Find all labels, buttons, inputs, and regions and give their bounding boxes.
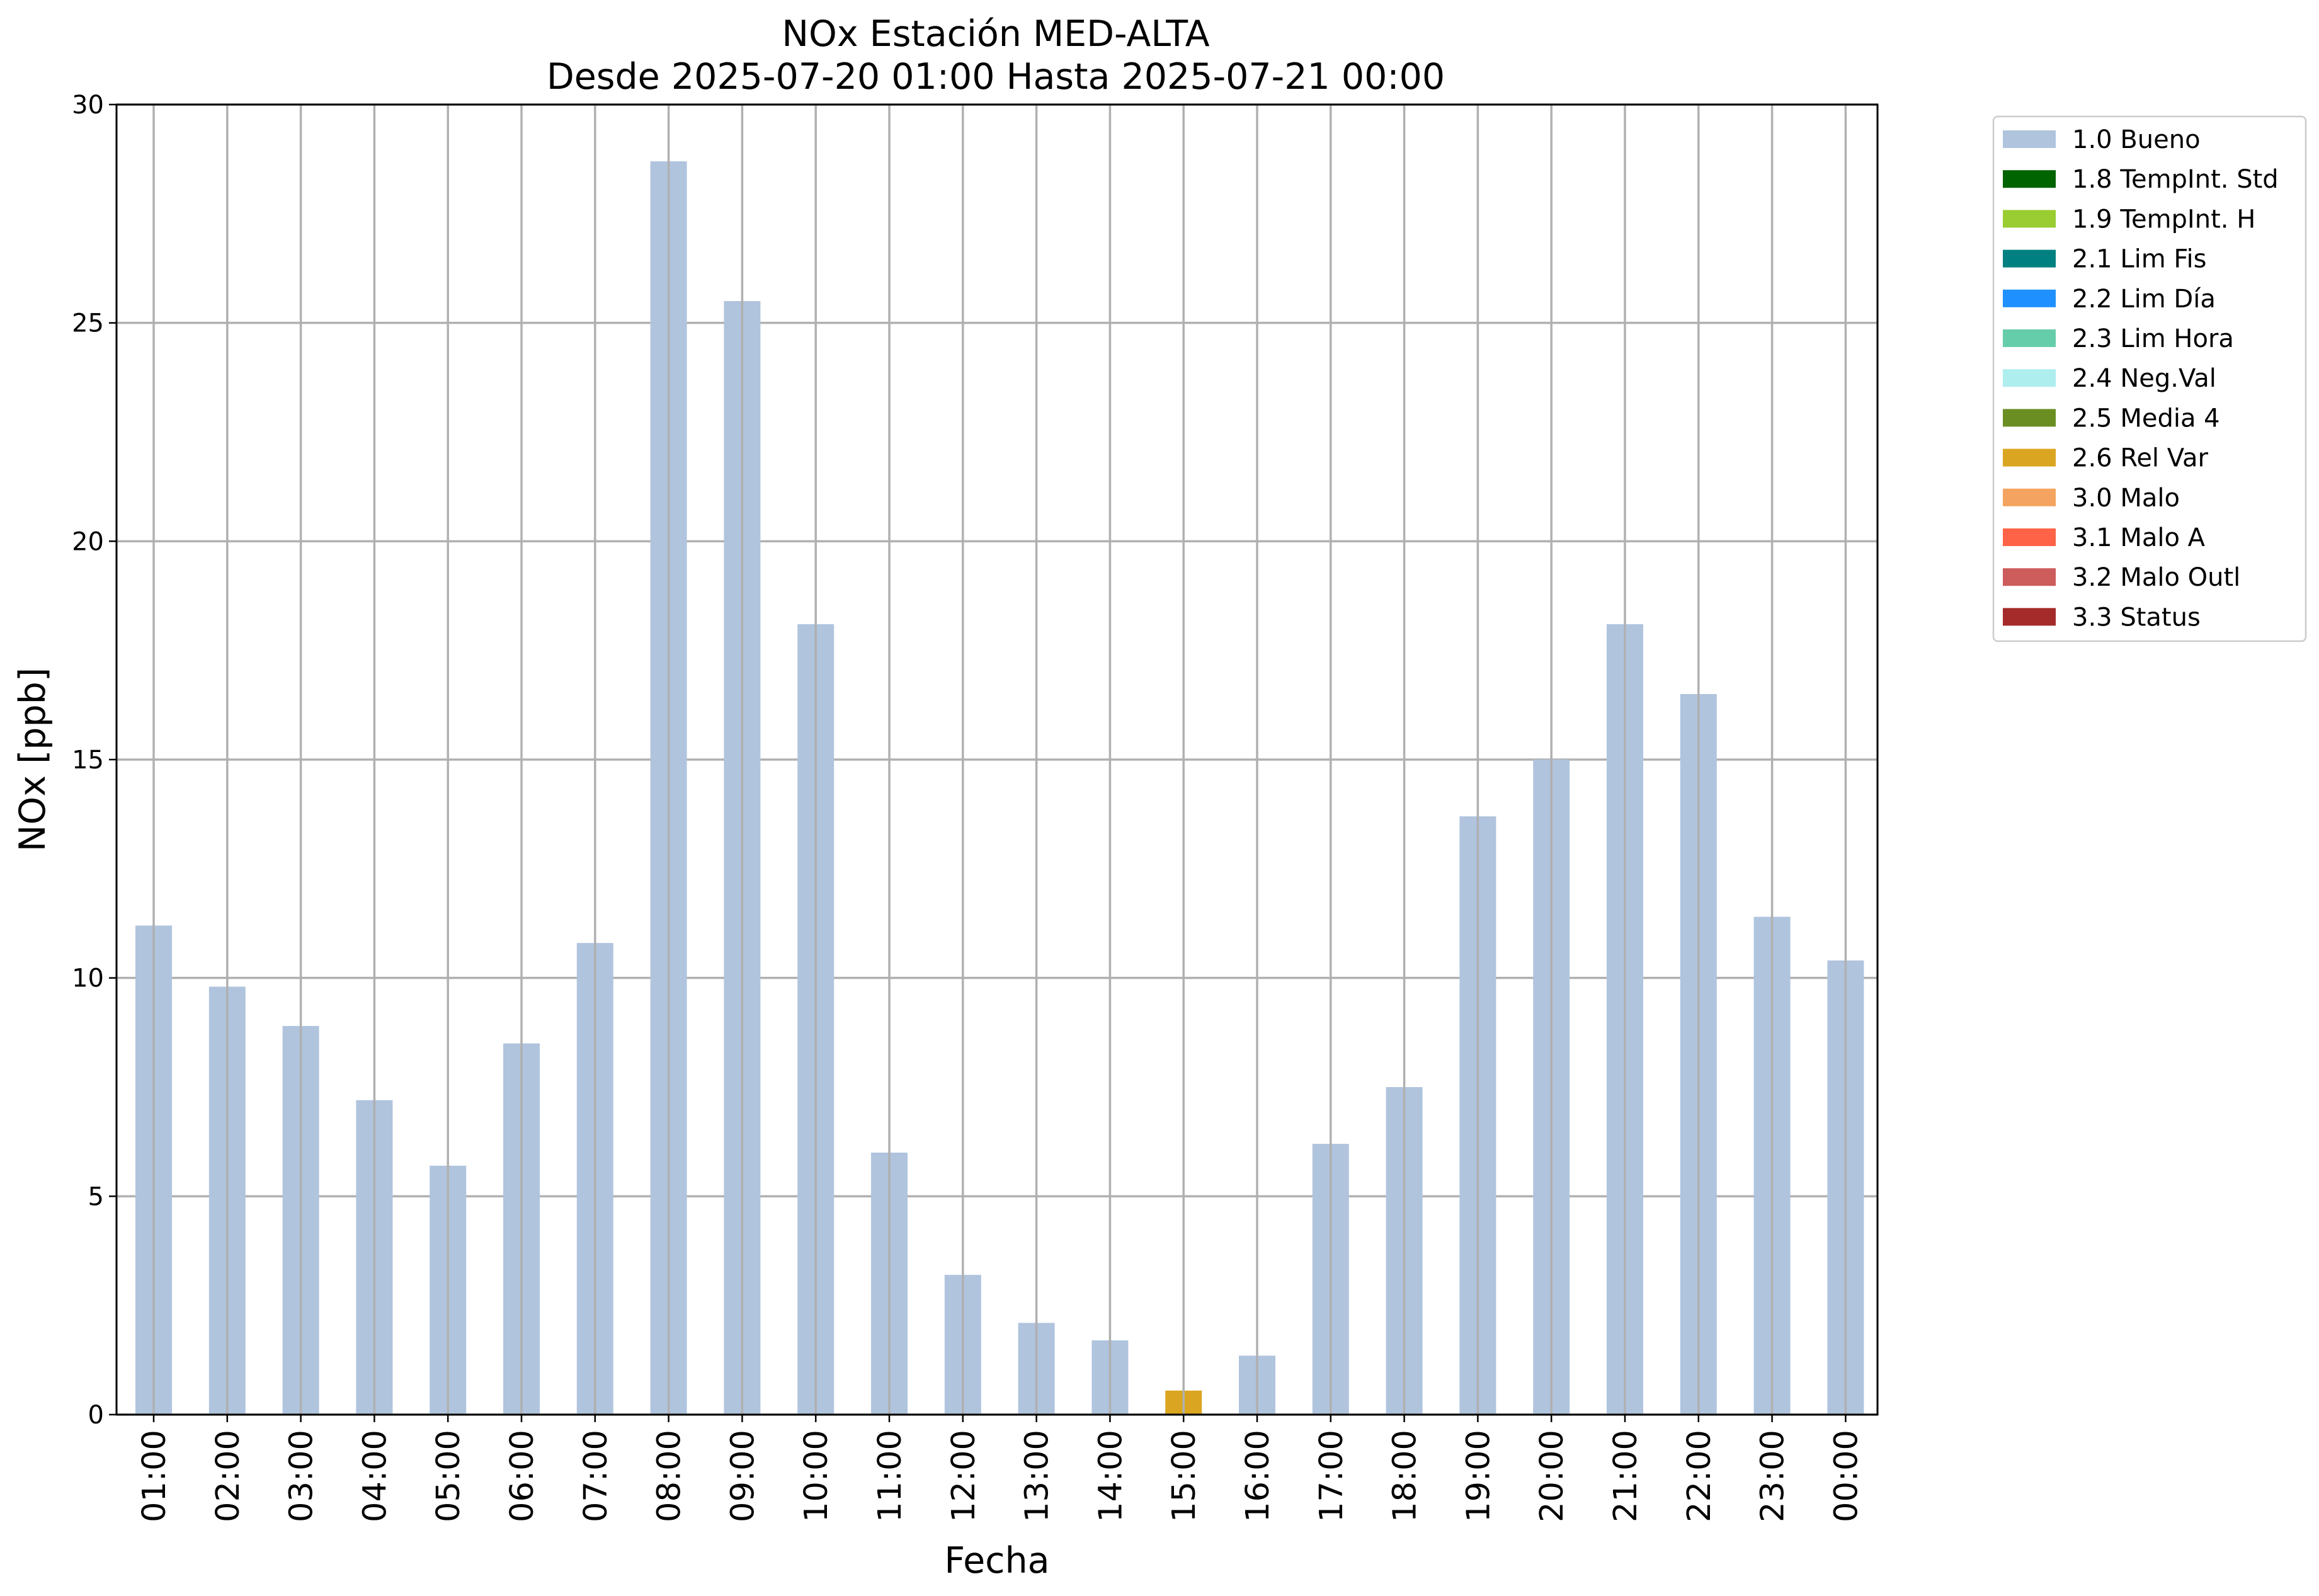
legend-label: 3.2 Malo Outl [2072,563,2240,592]
y-tick-label: 5 [88,1182,104,1211]
legend-label: 2.3 Lim Hora [2072,324,2234,353]
x-tick-label: 17:00 [1313,1430,1350,1522]
legend-swatch [2003,170,2056,188]
legend-swatch [2003,448,2056,467]
legend-label: 3.1 Malo A [2072,523,2206,552]
x-axis-ticks: 01:00 02:00 03:00 04:00 05:00 06:00 07:00 08:00… [136,1415,1865,1522]
legend-swatch [2003,289,2056,307]
legend-swatch [2003,369,2056,387]
x-tick-label: 02:00 [210,1430,247,1522]
x-tick-label: 08:00 [651,1430,688,1522]
y-tick-label: 20 [72,527,104,556]
legend-swatch [2003,488,2056,506]
y-tick-label: 30 [72,91,104,120]
x-tick-label: 18:00 [1387,1430,1424,1522]
x-tick-label: 20:00 [1534,1430,1571,1522]
chart-subtitle: Desde 2025-07-20 01:00 Hasta 2025-07-21 … [547,56,1445,98]
x-tick-label: 03:00 [283,1430,321,1522]
legend-swatch [2003,528,2056,546]
chart-title: NOx Estación MED-ALTA [782,13,1209,55]
x-tick-label: 06:00 [504,1430,541,1522]
x-tick-label: 01:00 [136,1430,173,1522]
x-tick-label: 16:00 [1239,1430,1277,1522]
y-axis-ticks: 0 5 10 15 20 25 30 [72,91,117,1430]
y-tick-label: 10 [72,964,104,993]
x-tick-label: 22:00 [1681,1430,1718,1522]
legend-label: 3.3 Status [2072,603,2201,632]
legend-swatch [2003,329,2056,347]
x-tick-label: 12:00 [945,1430,983,1522]
legend-label: 1.0 Bueno [2072,125,2201,154]
x-tick-label: 23:00 [1755,1430,1792,1522]
legend-swatch [2003,249,2056,268]
x-tick-label: 09:00 [724,1430,761,1522]
y-tick-label: 25 [72,309,104,338]
y-axis-label: NOx [ppb] [12,668,54,852]
x-tick-label: 05:00 [430,1430,467,1522]
legend-swatch [2003,210,2056,228]
legend-frame [1992,115,2307,642]
legend-swatch [2003,608,2056,626]
x-tick-label: 21:00 [1607,1430,1644,1522]
y-tick-label: 15 [72,746,104,775]
bars [135,161,1864,1415]
x-tick-label: 07:00 [578,1430,615,1522]
x-grid [152,105,1847,1415]
legend-label: 2.6 Rel Var [2072,444,2209,473]
x-tick-label: 10:00 [798,1430,835,1522]
legend: 1.0 Bueno 1.8 TempInt. Std 1.9 TempInt. H 2… [1992,115,2307,642]
legend-label: 2.4 Neg.Val [2072,364,2216,393]
x-tick-label: 13:00 [1019,1430,1056,1522]
legend-swatch [2003,568,2056,586]
x-tick-label: 19:00 [1460,1430,1497,1522]
x-tick-label: 15:00 [1166,1430,1203,1522]
legend-swatch [2003,409,2056,427]
x-axis-label: Fecha [944,1540,1049,1582]
legend-label: 1.9 TempInt. H [2072,205,2255,234]
x-tick-label: 11:00 [872,1430,909,1522]
legend-label: 1.8 TempInt. Std [2072,165,2279,194]
x-tick-label: 04:00 [356,1430,394,1522]
legend-label: 2.5 Media 4 [2072,404,2220,433]
y-tick-label: 0 [88,1401,104,1430]
legend-swatch [2003,130,2056,148]
legend-label: 2.1 Lim Fis [2072,245,2206,274]
legend-label: 3.0 Malo [2072,484,2180,513]
legend-label: 2.2 Lim Día [2072,285,2216,314]
x-tick-label: 14:00 [1092,1430,1129,1522]
x-tick-label: 00:00 [1828,1430,1865,1522]
